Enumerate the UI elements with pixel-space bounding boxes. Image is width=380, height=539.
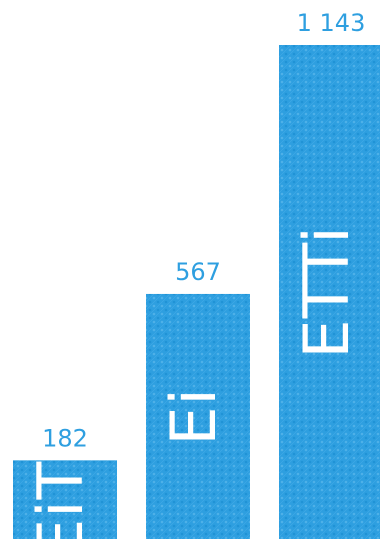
bar-text-3: ETTi [290, 225, 363, 358]
bars-layer: EiTI Ei ETTi [13, 45, 380, 539]
bar-1 [13, 460, 117, 539]
bar-text-1: EiTI [24, 441, 97, 539]
value-label-2: 567 [175, 258, 221, 286]
value-label-3: 1 143 [297, 9, 366, 37]
value-label-1: 182 [42, 424, 88, 452]
labels-layer: 182 567 1 143 [42, 9, 365, 452]
bar-3 [279, 45, 380, 539]
bar-text-2: Ei [157, 387, 230, 445]
bar-2 [146, 293, 250, 539]
